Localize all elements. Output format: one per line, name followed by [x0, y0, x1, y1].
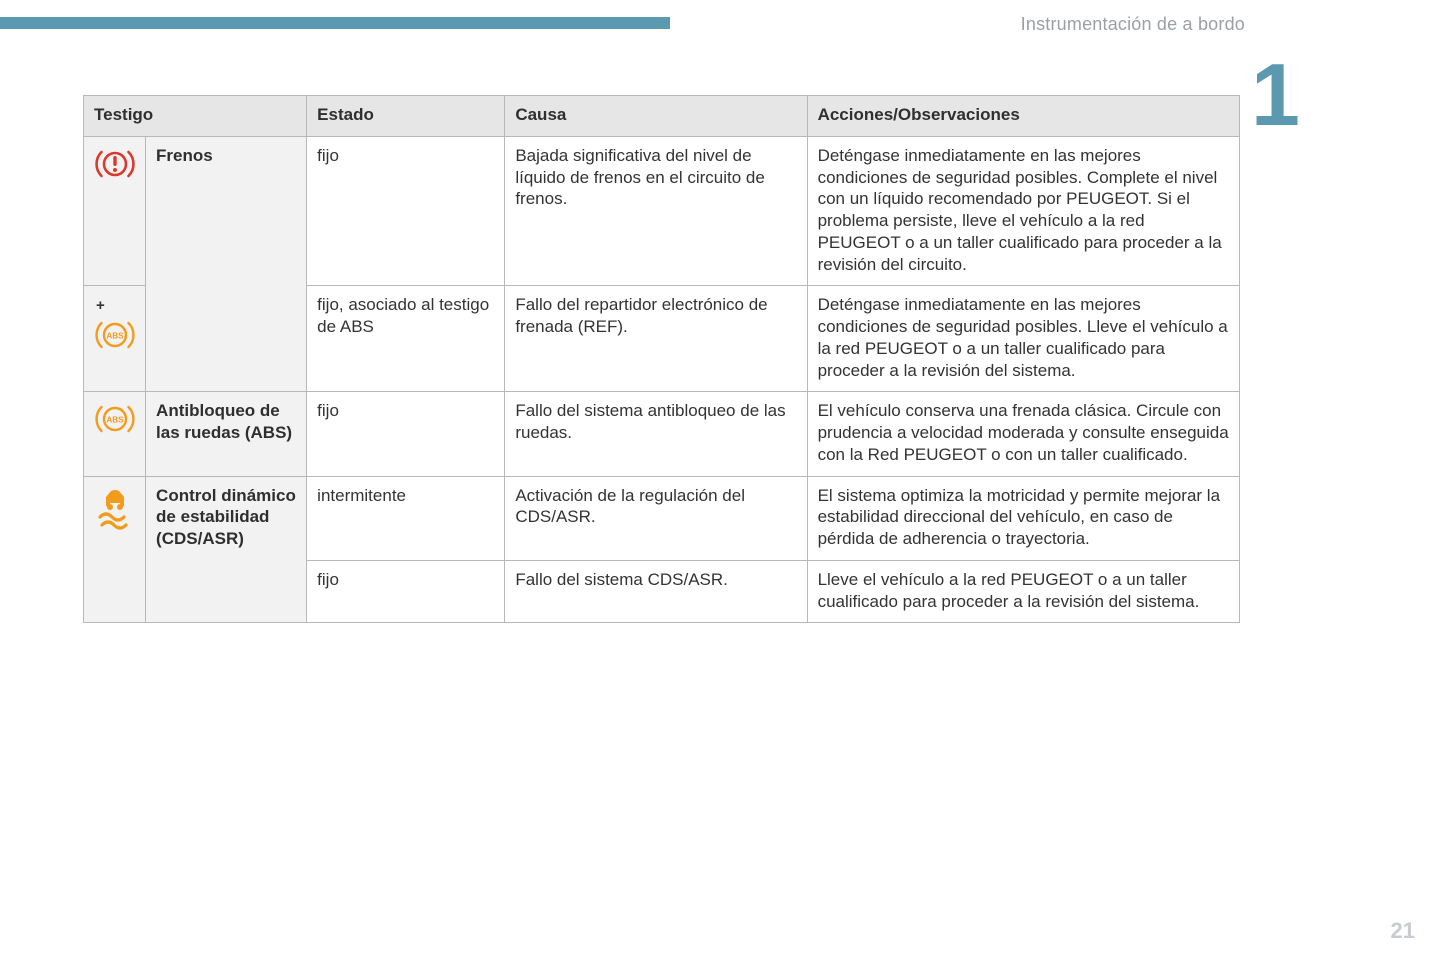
causa-cell: Fallo del sistema CDS/ASR. [505, 560, 807, 623]
icon-cell: ABS [84, 392, 146, 476]
estado-cell: fijo, asociado al testigo de ABS [307, 286, 505, 392]
icon-cell: + ABS [84, 286, 146, 392]
estado-cell: fijo [307, 136, 505, 286]
table-row: ABS Antibloqueo de las ruedas (ABS) fijo… [84, 392, 1240, 476]
plus-label: + [88, 296, 141, 315]
acciones-cell: Lleve el vehículo a la red PEUGEOT o a u… [807, 560, 1239, 623]
svg-text:ABS: ABS [106, 332, 124, 341]
estado-cell: fijo [307, 560, 505, 623]
row-label: Antibloqueo de las ruedas (ABS) [146, 392, 307, 476]
table-row: Frenos fijo Bajada significativa del niv… [84, 136, 1240, 286]
table-header-row: Testigo Estado Causa Acciones/Observacio… [84, 96, 1240, 137]
page-number: 21 [1391, 918, 1415, 944]
warning-lights-table: Testigo Estado Causa Acciones/Observacio… [83, 95, 1240, 623]
causa-cell: Activación de la regulación del CDS/ASR. [505, 476, 807, 560]
causa-cell: Fallo del sistema antibloqueo de las rue… [505, 392, 807, 476]
icon-cell [84, 476, 146, 623]
acciones-cell: Deténgase inmediatamente en las mejores … [807, 136, 1239, 286]
svg-text:ABS: ABS [106, 416, 124, 425]
chapter-number: 1 [1251, 60, 1300, 130]
abs-warning-icon: ABS [95, 319, 135, 351]
row-label: Control dinámico de estabilidad (CDS/ASR… [146, 476, 307, 623]
estado-cell: fijo [307, 392, 505, 476]
header-bar [0, 17, 670, 29]
col-estado: Estado [307, 96, 505, 137]
acciones-cell: Deténgase inmediatamente en las mejores … [807, 286, 1239, 392]
table-row: Control dinámico de estabilidad (CDS/ASR… [84, 476, 1240, 560]
causa-cell: Bajada significativa del nivel de líquid… [505, 136, 807, 286]
acciones-cell: El vehículo conserva una frenada clásica… [807, 392, 1239, 476]
col-causa: Causa [505, 96, 807, 137]
section-title: Instrumentación de a bordo [1021, 14, 1245, 35]
acciones-cell: El sistema optimiza la motricidad y perm… [807, 476, 1239, 560]
causa-cell: Fallo del repartidor electrónico de fren… [505, 286, 807, 392]
brake-warning-icon [95, 147, 135, 181]
icon-cell [84, 136, 146, 286]
col-testigo: Testigo [84, 96, 307, 137]
estado-cell: intermitente [307, 476, 505, 560]
row-label: Frenos [146, 136, 307, 392]
col-acciones: Acciones/Observaciones [807, 96, 1239, 137]
stability-control-icon [94, 487, 136, 531]
abs-warning-icon: ABS [95, 402, 135, 436]
